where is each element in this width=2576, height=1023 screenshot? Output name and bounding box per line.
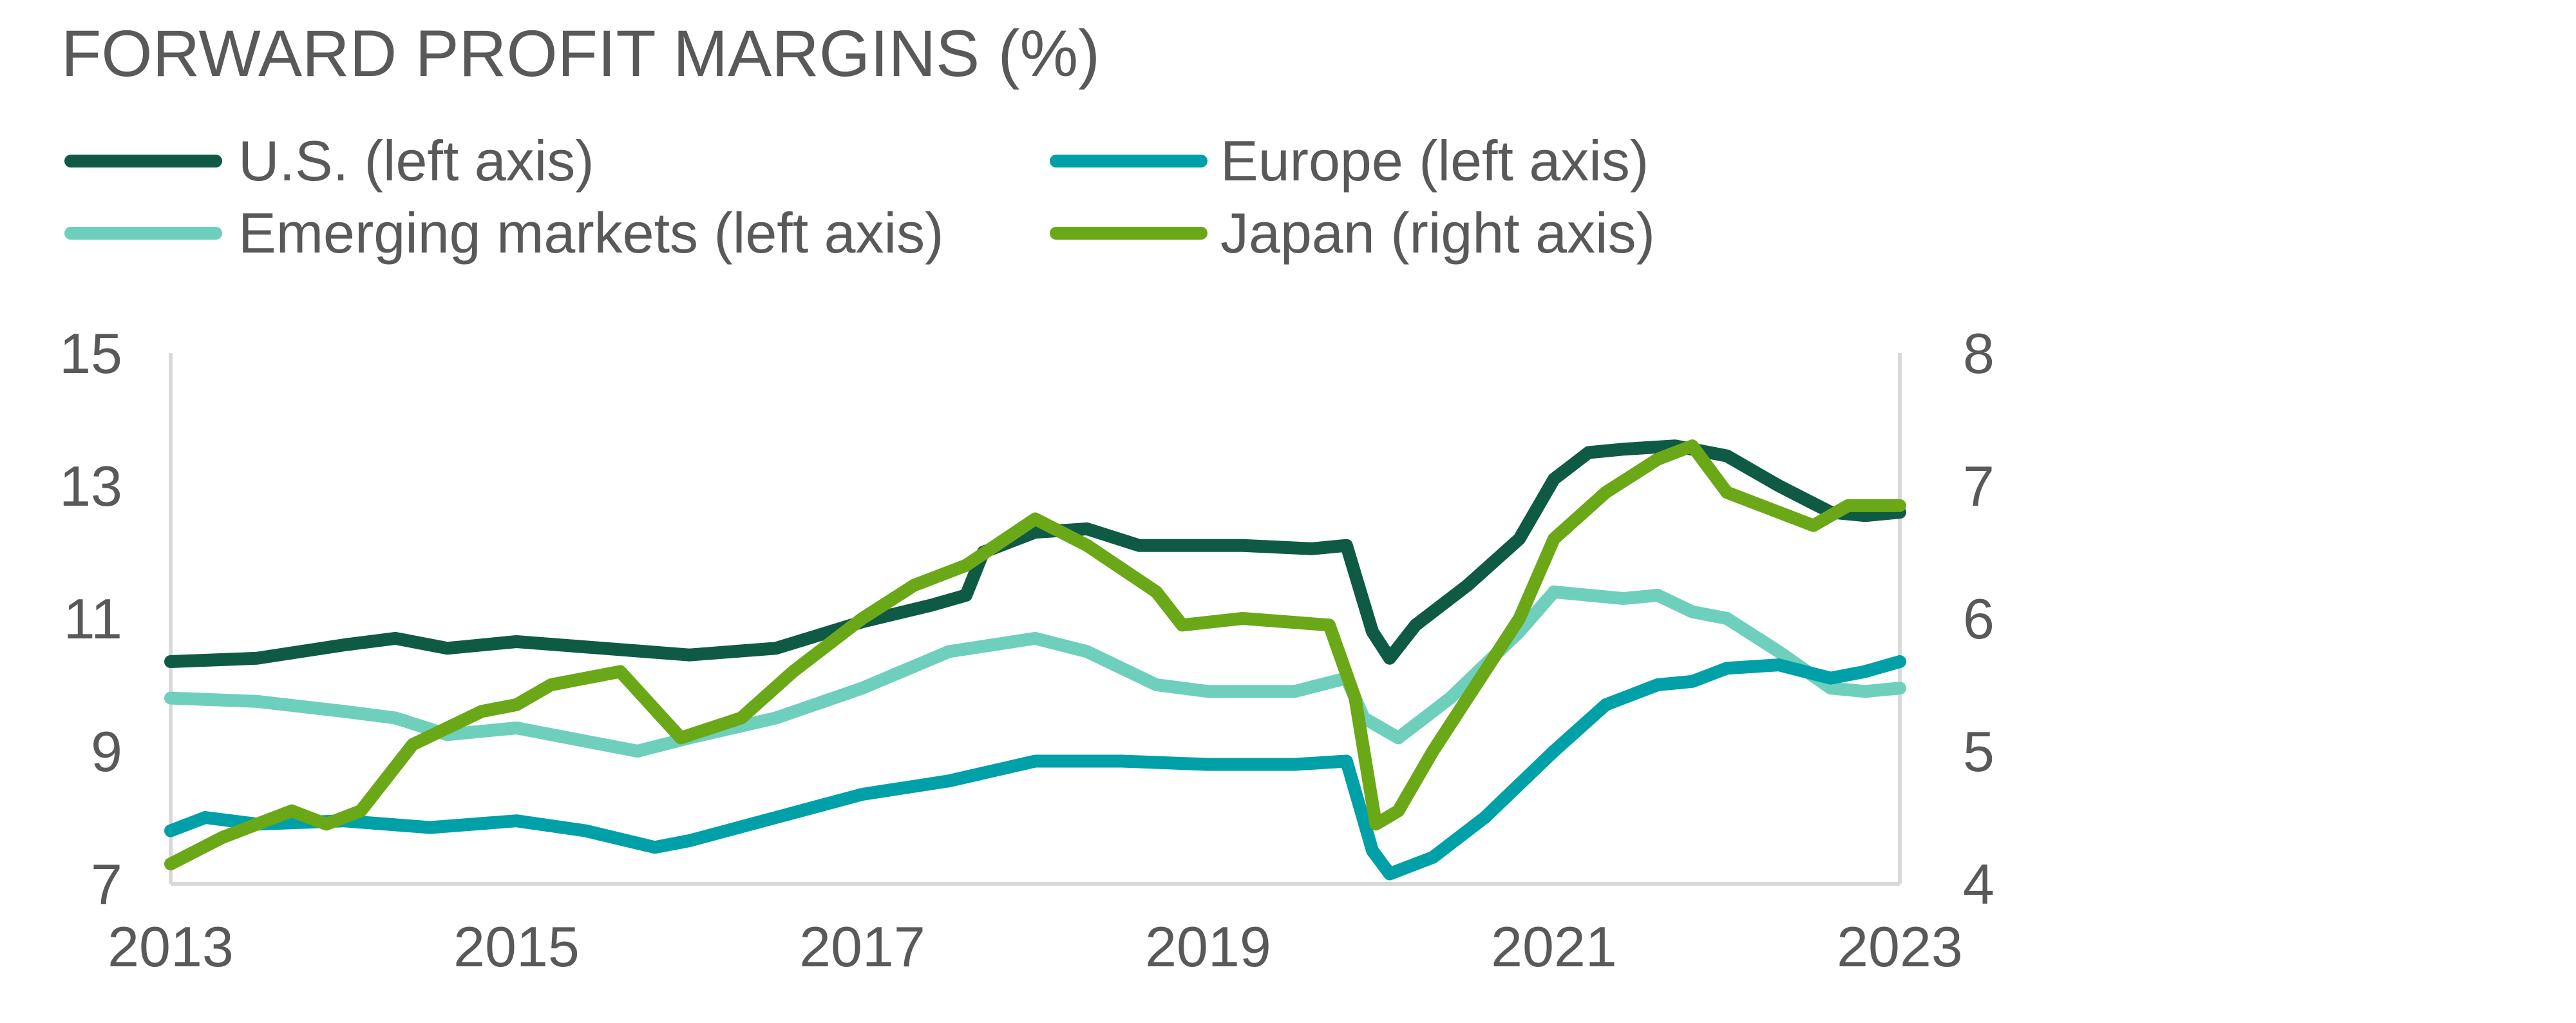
left-y-tick-label: 7 xyxy=(91,852,122,916)
legend-label-europe: Europe (left axis) xyxy=(1220,129,1649,193)
series-line-emerging xyxy=(171,592,1900,751)
x-tick-label: 2023 xyxy=(1837,915,1963,979)
right-y-tick-label: 5 xyxy=(1963,720,1994,783)
legend-label-emerging: Emerging markets (left axis) xyxy=(238,201,943,265)
x-tick-label: 2015 xyxy=(453,915,580,979)
chart: FORWARD PROFIT MARGINS (%) U.S. (left ax… xyxy=(0,0,2576,1023)
left-y-tick-label: 9 xyxy=(91,720,122,783)
right-y-tick-label: 6 xyxy=(1963,587,1994,651)
legend-label-us: U.S. (left axis) xyxy=(238,129,594,193)
right-y-tick-label: 7 xyxy=(1963,454,1994,518)
legend-label-japan: Japan (right axis) xyxy=(1220,201,1655,265)
plot-area xyxy=(171,353,1900,884)
legend: U.S. (left axis) Europe (left axis) Emer… xyxy=(71,129,1655,265)
x-tick-label: 2013 xyxy=(108,915,234,979)
right-y-axis-ticks: 8 7 6 5 4 xyxy=(1963,321,1994,916)
x-axis-ticks: 2013 2015 2017 2019 2021 2023 xyxy=(108,915,1963,979)
series-group xyxy=(171,446,1900,874)
left-y-tick-label: 11 xyxy=(64,587,122,651)
chart-title: FORWARD PROFIT MARGINS (%) xyxy=(61,17,1100,90)
series-line-us xyxy=(171,446,1900,662)
right-y-tick-label: 8 xyxy=(1963,321,1994,385)
left-y-axis-ticks: 15 13 11 9 7 xyxy=(59,321,122,916)
right-y-tick-label: 4 xyxy=(1963,852,1994,916)
left-y-tick-label: 13 xyxy=(59,454,122,518)
x-tick-label: 2021 xyxy=(1491,915,1617,979)
x-tick-label: 2019 xyxy=(1145,915,1271,979)
x-tick-label: 2017 xyxy=(799,915,925,979)
series-line-japan xyxy=(171,446,1900,864)
series-line-europe xyxy=(171,662,1900,874)
left-y-tick-label: 15 xyxy=(59,321,122,385)
